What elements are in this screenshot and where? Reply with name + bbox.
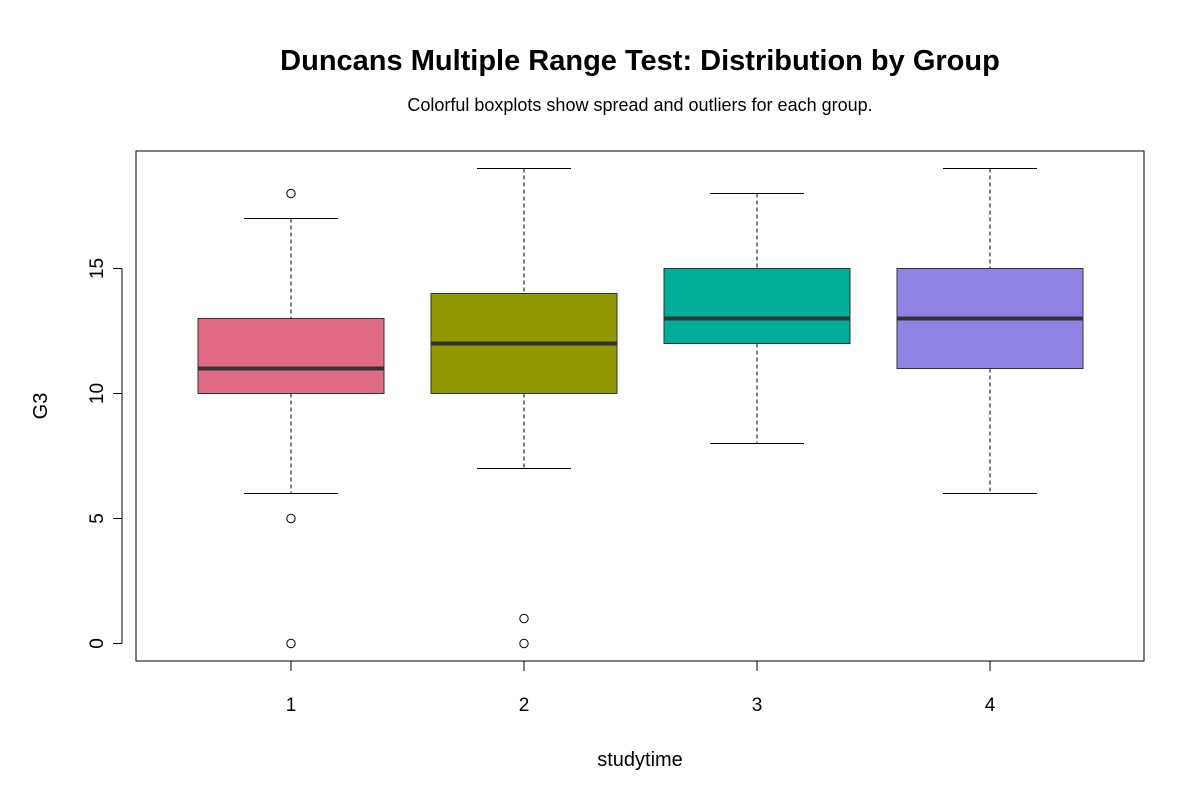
chart-title: Duncans Multiple Range Test: Distributio… [280, 45, 1000, 77]
x-tick-label: 3 [752, 695, 763, 716]
outlier-point [519, 613, 529, 624]
box-group-1 [197, 318, 385, 394]
y-tick-label: 15 [87, 258, 108, 279]
plot-frame [135, 150, 1145, 662]
box-group-3 [663, 268, 851, 344]
outlier-point [519, 638, 529, 649]
outlier-point [286, 188, 296, 199]
x-tick-label: 1 [286, 695, 297, 716]
outlier-point [286, 513, 296, 524]
x-tick-label: 4 [985, 695, 996, 716]
y-tick-label: 10 [87, 383, 108, 404]
y-tick-label: 5 [87, 513, 108, 524]
plot-area: 1 2 3 4 0 5 10 15 [87, 168, 1084, 716]
chart-subtitle: Colorful boxplots show spread and outlie… [407, 95, 872, 115]
y-axis-label: G3 [30, 393, 52, 420]
x-axis-label: studytime [597, 749, 683, 771]
x-tick-label: 2 [519, 695, 530, 716]
y-tick-label: 0 [87, 638, 108, 649]
outlier-point [286, 638, 296, 649]
